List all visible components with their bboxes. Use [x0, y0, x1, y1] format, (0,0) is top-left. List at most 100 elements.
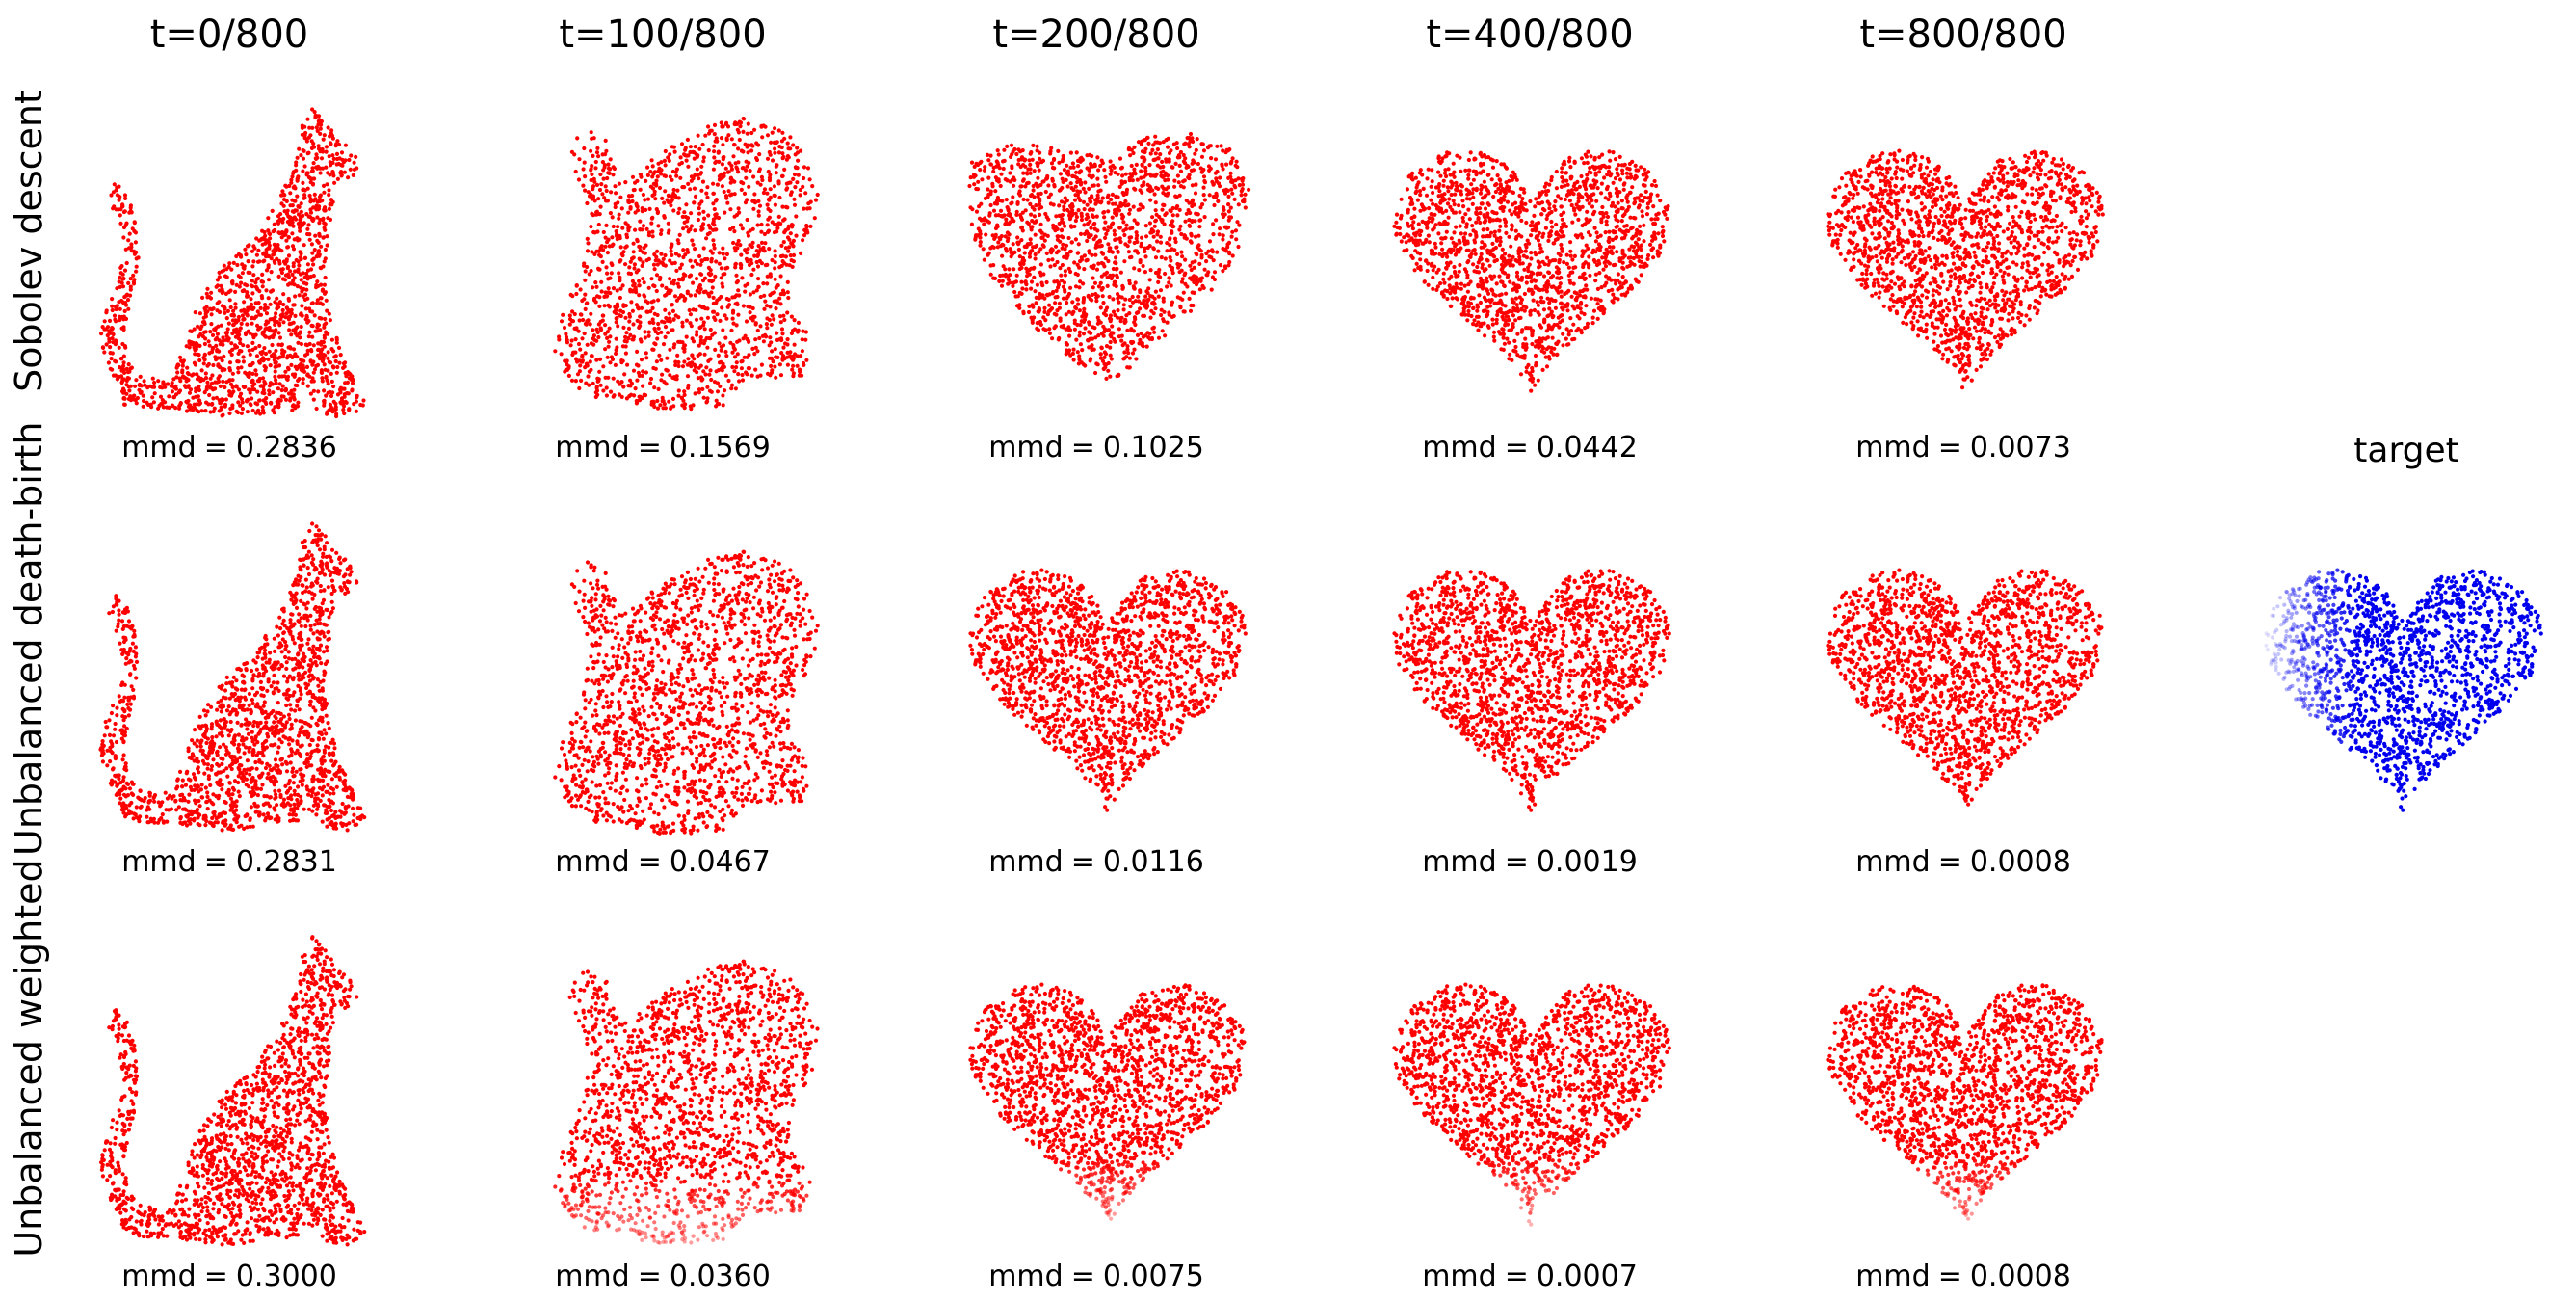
- particle-point: [615, 288, 619, 293]
- particle-point: [1068, 181, 1073, 186]
- particle-point: [1164, 138, 1169, 143]
- particle-point: [1048, 151, 1053, 156]
- particle-point: [723, 313, 727, 318]
- particle-point: [1160, 329, 1165, 333]
- particle-point: [1097, 238, 1102, 243]
- particle-point: [291, 264, 296, 269]
- particle-point: [1222, 225, 1227, 229]
- particle-point: [1226, 194, 1231, 199]
- particle-point: [127, 388, 132, 393]
- particle-point: [616, 324, 620, 329]
- particle-point: [786, 249, 791, 253]
- particle-point: [743, 142, 748, 146]
- particle-point: [646, 285, 651, 290]
- particle-point: [712, 155, 717, 160]
- particle-point: [606, 375, 611, 380]
- particle-point: [640, 373, 644, 378]
- particle-point: [310, 376, 315, 381]
- particle-point: [227, 360, 233, 365]
- particle-point: [751, 174, 756, 179]
- particle-point: [189, 340, 195, 345]
- particle-point: [1179, 279, 1185, 284]
- particle-point: [969, 160, 975, 165]
- particle-point: [781, 240, 786, 245]
- particle-point: [1060, 212, 1065, 218]
- particle-point: [318, 171, 323, 175]
- particle-point: [256, 301, 261, 305]
- particle-point: [316, 240, 321, 245]
- particle-point: [348, 167, 353, 172]
- particle-point: [773, 146, 777, 151]
- particle-point: [1038, 319, 1042, 325]
- particle-point: [789, 314, 794, 319]
- particle-point: [1195, 245, 1199, 250]
- particle-point: [656, 224, 661, 228]
- particle-point: [648, 381, 653, 385]
- particle-point: [1183, 257, 1188, 262]
- particle-point: [1096, 168, 1101, 173]
- particle-point: [689, 364, 694, 369]
- particle-point: [1146, 141, 1151, 146]
- particle-point: [762, 187, 768, 192]
- particle-point: [250, 396, 254, 401]
- particle-point: [276, 401, 280, 407]
- particle-point: [644, 258, 649, 263]
- particle-point: [293, 269, 298, 274]
- particle-point: [1221, 167, 1225, 172]
- particle-point: [1170, 271, 1175, 276]
- particle-point: [794, 233, 799, 238]
- particle-point: [717, 177, 722, 182]
- particle-point: [284, 238, 289, 243]
- particle-point: [117, 345, 121, 350]
- particle-point: [620, 226, 625, 230]
- particle-point: [626, 384, 631, 388]
- particle-point: [663, 293, 668, 298]
- particle-point: [777, 296, 782, 301]
- particle-point: [711, 242, 717, 248]
- particle-point: [657, 353, 662, 358]
- particle-point: [304, 313, 309, 318]
- particle-point: [1194, 251, 1198, 255]
- particle-point: [330, 160, 335, 165]
- particle-point: [557, 337, 562, 342]
- particle-point: [658, 231, 664, 236]
- particle-point: [310, 166, 315, 171]
- particle-point: [1228, 171, 1233, 175]
- particle-point: [224, 267, 229, 272]
- particle-point: [636, 208, 641, 213]
- particle-point: [749, 130, 754, 136]
- particle-point: [696, 173, 700, 177]
- particle-point: [1117, 327, 1121, 332]
- particle-point: [288, 191, 293, 196]
- particle-point: [313, 233, 318, 238]
- particle-point: [1213, 157, 1219, 162]
- particle-point: [799, 251, 803, 255]
- particle-point: [984, 232, 988, 237]
- particle-point: [988, 202, 993, 208]
- particle-point: [740, 166, 745, 171]
- particle-point: [594, 358, 599, 362]
- particle-point: [273, 227, 277, 233]
- particle-point: [637, 394, 642, 399]
- particle-point: [730, 295, 735, 300]
- particle-point: [236, 365, 241, 371]
- particle-point: [757, 258, 762, 263]
- particle-point: [592, 252, 597, 256]
- particle-point: [112, 313, 118, 318]
- particle-point: [113, 339, 118, 344]
- particle-point: [676, 388, 681, 393]
- particle-point: [1139, 175, 1143, 180]
- particle-point: [285, 356, 290, 360]
- particle-point: [1188, 131, 1194, 137]
- particle-point: [631, 322, 636, 327]
- particle-point: [312, 367, 318, 372]
- particle-point: [795, 150, 801, 155]
- particle-point: [689, 174, 694, 179]
- particle-point: [1108, 246, 1113, 251]
- particle-point: [1017, 305, 1022, 310]
- particle-point: [1050, 336, 1055, 341]
- particle-point: [1216, 199, 1221, 203]
- particle-point: [194, 394, 198, 399]
- particle-point: [247, 243, 251, 248]
- particle-point: [1109, 168, 1114, 173]
